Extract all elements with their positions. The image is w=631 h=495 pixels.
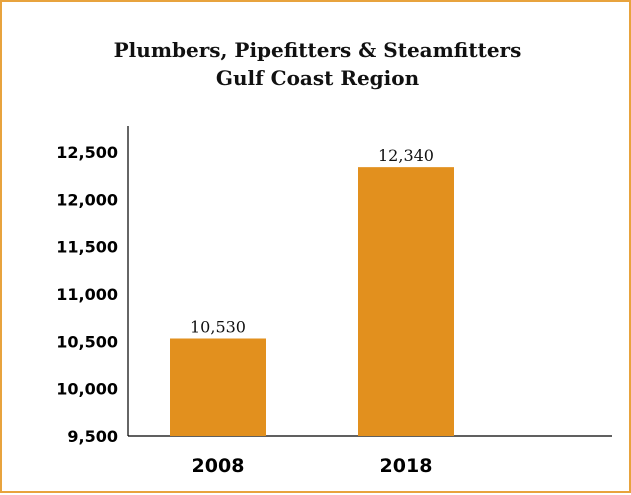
data-label: 12,340 (378, 146, 434, 165)
x-category-label: 2008 (192, 455, 245, 477)
y-tick-label: 11,000 (56, 285, 118, 304)
bar (170, 338, 266, 436)
chart-subtitle: Gulf Coast Region (215, 66, 420, 90)
y-tick-label: 10,000 (56, 380, 118, 399)
chart-labels: 10,530 2008 12,340 2018 (190, 146, 434, 477)
chart-axes: 9,500 10,000 10,500 11,000 11,500 12,000 12,50… (56, 126, 612, 446)
x-category-label: 2018 (380, 455, 433, 477)
data-label: 10,530 (190, 317, 246, 336)
y-tick-label: 12,500 (56, 143, 118, 162)
y-tick-label: 12,000 (56, 190, 118, 209)
y-tick-label: 11,500 (56, 238, 118, 257)
chart-title: Plumbers, Pipefitters & Steamfitters (113, 38, 522, 62)
y-tick-label: 9,500 (67, 427, 118, 446)
bar (358, 167, 454, 436)
bar-series (170, 167, 454, 436)
y-tick-label: 10,500 (56, 332, 118, 351)
